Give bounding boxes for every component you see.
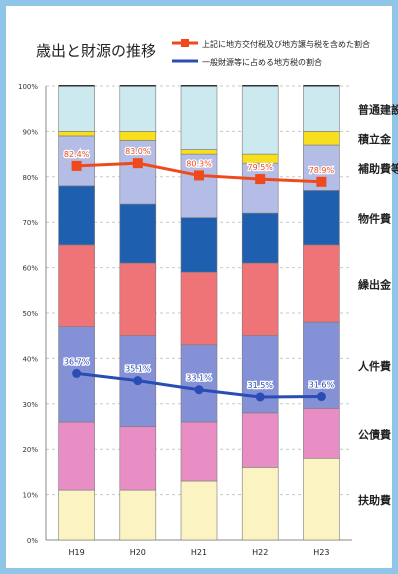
bar-segment [180, 149, 218, 155]
bar-segment [180, 271, 218, 346]
segment-label: 繰出金 [358, 277, 392, 291]
bar-segment [241, 262, 279, 336]
x-axis: H19 H20 H21 H22 H23 [68, 548, 329, 557]
bar-segment [241, 153, 279, 164]
line-point [316, 392, 326, 402]
bar-segment [241, 85, 279, 155]
bar-segment [241, 467, 279, 541]
y-tick-label: 0% [27, 537, 38, 545]
y-tick-label: 90% [22, 128, 38, 136]
x-tick-label: H23 [313, 548, 329, 557]
bar-top-edge [181, 85, 217, 87]
y-tick-label: 30% [22, 401, 38, 409]
bar-segment [180, 153, 218, 218]
chart-title: 歳出と財源の推移 [36, 42, 156, 60]
bar-segment [241, 412, 279, 468]
segment-label: 扶助費 [358, 493, 391, 507]
line-point [316, 176, 327, 187]
line-value-label: 80.3% [186, 159, 212, 168]
bar-segment [119, 203, 157, 264]
x-tick-label: H21 [191, 548, 207, 557]
legend-label-blue: 一般財源等に占める地方税の割合 [202, 57, 322, 67]
line-value-label: 35.1% [125, 365, 151, 374]
legend-label-red: 上記に地方交付税及び地方譲与税を含めた割合 [202, 39, 370, 49]
line-value-label: 33.1% [186, 374, 212, 383]
segment-label: 公債費 [358, 427, 391, 441]
bar-segment [58, 489, 95, 541]
bar-segment [119, 262, 157, 336]
bar-segment [180, 480, 218, 541]
y-tick-label: 10% [22, 492, 38, 500]
bar-top-edge [58, 85, 95, 87]
line-value-label: 82.4% [64, 150, 90, 159]
bar-segment [303, 85, 340, 132]
y-tick-label: 100% [18, 83, 38, 91]
legend-marker-red [181, 39, 189, 47]
x-tick-label: H22 [252, 548, 268, 557]
y-axis: 0% 10% 20% 30% 40% 50% 60% 70% 80% 90% 100% [18, 83, 352, 545]
segment-label: 物件費 [358, 212, 391, 226]
bar-segment [180, 85, 218, 150]
bar-segment [119, 131, 157, 141]
bar-segment [303, 131, 340, 146]
bar-segment [58, 135, 95, 187]
line-point [132, 158, 143, 169]
bar-segment [241, 212, 279, 264]
x-tick-label: H19 [68, 548, 84, 557]
bar-segment [119, 489, 157, 541]
segment-label: 補助費等 [357, 162, 398, 176]
line-value-label: 78.9% [309, 166, 335, 175]
line-value-label: 36.7% [64, 357, 90, 366]
y-tick-label: 80% [22, 174, 38, 182]
segment-label: 普通建設 [358, 103, 398, 117]
bar-segment [303, 244, 340, 323]
y-tick-label: 20% [22, 446, 38, 454]
segment-label: 人件費 [358, 359, 391, 373]
legend: 上記に地方交付税及び地方譲与税を含めた割合 一般財源等に占める地方税の割合 [172, 39, 370, 67]
bar-segment [119, 85, 157, 132]
bar-segment [119, 426, 157, 491]
bar-top-edge [119, 85, 156, 87]
line-value-label: 31.6% [309, 381, 335, 390]
y-tick-label: 60% [22, 265, 38, 273]
bar-top-edge [242, 85, 279, 87]
bar-top-edge [303, 85, 340, 87]
line-point [255, 392, 265, 402]
ratio-lines: 82.4% 83.0% 80.3% 79.5% 78.9% 36.7% 35.1% 33.1%… [63, 146, 336, 402]
line-value-label: 83.0% [125, 147, 151, 156]
bar-segment [58, 244, 95, 327]
y-tick-label: 50% [22, 310, 38, 318]
bar-segment [58, 185, 95, 246]
line-point [133, 376, 143, 386]
bar-segment [180, 217, 218, 273]
line-point [194, 170, 204, 181]
segment-labels: 扶助費 公債費 人件費 繰出金 物件費 補助費等 積立金 普通建設 [357, 103, 398, 507]
line-point [71, 160, 82, 171]
bar-segment [58, 85, 95, 132]
bar-segment [180, 421, 218, 482]
x-tick-label: H20 [130, 548, 146, 557]
line-point [194, 385, 204, 395]
bar-segment [303, 190, 340, 246]
bar-segment [180, 344, 218, 423]
y-tick-label: 40% [22, 355, 38, 363]
line-value-label: 31.5% [247, 381, 273, 390]
bar-segment [303, 457, 340, 541]
segment-label: 積立金 [357, 132, 392, 146]
line-value-label: 79.5% [247, 163, 273, 172]
bar-segment [303, 408, 340, 459]
stacked-bars [58, 85, 340, 541]
bar-segment [58, 421, 95, 491]
line-point [72, 368, 82, 378]
line-point [255, 174, 266, 185]
y-tick-label: 70% [22, 219, 38, 227]
bar-segment [241, 162, 279, 214]
bar-segment [58, 131, 95, 137]
